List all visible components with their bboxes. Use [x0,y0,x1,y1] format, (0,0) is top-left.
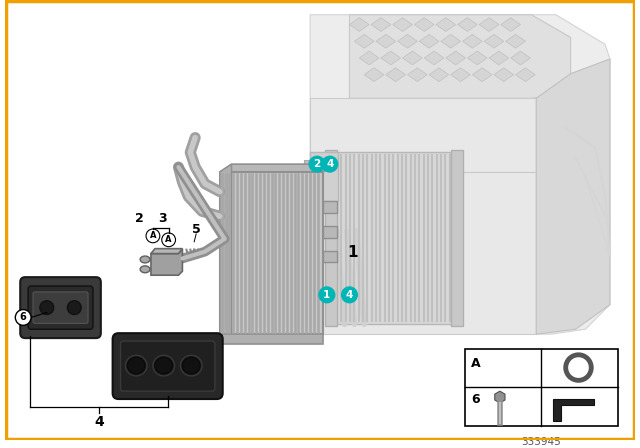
Polygon shape [386,68,406,82]
Text: 2: 2 [135,212,143,225]
Bar [310,152,338,202]
Circle shape [319,287,335,303]
FancyBboxPatch shape [113,333,223,399]
Polygon shape [376,34,396,48]
Polygon shape [371,17,391,31]
Polygon shape [310,98,536,334]
Text: 4: 4 [346,290,353,300]
Text: 5: 5 [192,223,200,236]
Bar [220,172,323,334]
Polygon shape [403,51,422,65]
Polygon shape [451,68,470,82]
Ellipse shape [140,266,150,273]
Polygon shape [472,68,492,82]
Polygon shape [536,59,610,334]
Polygon shape [479,17,499,31]
Text: 2: 2 [314,159,321,169]
Polygon shape [349,17,369,31]
Polygon shape [495,391,505,403]
Text: A: A [165,235,172,244]
Polygon shape [349,15,571,98]
Polygon shape [414,17,434,31]
Text: 333945: 333945 [521,437,561,448]
Polygon shape [516,68,535,82]
Bar [304,178,310,186]
Polygon shape [446,51,465,65]
Text: 6: 6 [20,312,26,323]
Polygon shape [408,68,427,82]
Polygon shape [151,249,182,254]
Polygon shape [458,17,477,31]
Polygon shape [467,51,487,65]
Ellipse shape [40,301,54,314]
Bar [304,160,310,168]
Polygon shape [436,17,456,31]
Ellipse shape [140,256,150,263]
Polygon shape [381,51,401,65]
Polygon shape [424,51,444,65]
Ellipse shape [67,301,81,314]
Circle shape [162,233,175,247]
Circle shape [309,156,325,172]
Polygon shape [364,68,384,82]
Polygon shape [220,164,335,172]
FancyBboxPatch shape [28,286,93,329]
Polygon shape [463,34,482,48]
Bar [323,250,337,263]
Polygon shape [501,17,520,31]
FancyBboxPatch shape [20,277,101,338]
Polygon shape [355,34,374,48]
Circle shape [342,287,357,303]
Text: 1: 1 [348,245,358,260]
Ellipse shape [155,357,173,374]
FancyBboxPatch shape [33,292,88,323]
Polygon shape [359,51,379,65]
Polygon shape [393,17,412,31]
Ellipse shape [127,357,145,374]
Polygon shape [494,68,514,82]
Polygon shape [553,399,594,421]
Polygon shape [151,249,182,275]
Polygon shape [441,34,461,48]
Text: A: A [470,357,480,370]
Text: 3: 3 [159,212,167,225]
Ellipse shape [182,357,200,374]
Circle shape [146,229,160,243]
Polygon shape [220,164,232,336]
Bar [325,151,337,326]
Bar [465,349,618,426]
Bar [323,202,337,213]
Polygon shape [397,34,417,48]
Text: 6: 6 [471,393,479,406]
Polygon shape [310,15,610,334]
Text: 1: 1 [323,290,330,300]
Polygon shape [419,34,439,48]
Polygon shape [429,68,449,82]
Text: A: A [150,231,156,241]
Bar [451,151,463,326]
Circle shape [322,156,338,172]
Polygon shape [506,34,525,48]
FancyBboxPatch shape [120,341,215,391]
Bar [220,334,323,344]
Text: 4: 4 [94,415,104,429]
Text: 4: 4 [326,159,333,169]
Bar [323,226,337,238]
Polygon shape [511,51,531,65]
Circle shape [15,310,31,325]
Polygon shape [484,34,504,48]
Polygon shape [489,51,509,65]
Bar [330,152,458,324]
